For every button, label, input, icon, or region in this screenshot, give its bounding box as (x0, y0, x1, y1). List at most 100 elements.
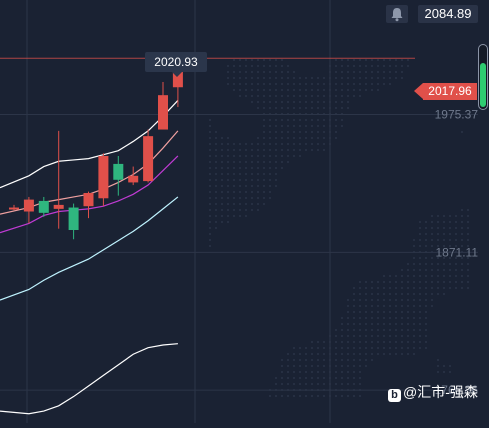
candle-body (9, 207, 19, 210)
map-dot (281, 107, 283, 109)
map-dot (311, 137, 313, 139)
map-dot (245, 191, 247, 193)
map-dot (443, 365, 445, 367)
map-dot (221, 221, 223, 223)
map-dot (359, 323, 361, 325)
map-dot (269, 83, 271, 85)
map-dot (233, 83, 235, 85)
map-dot (287, 107, 289, 109)
map-dot (419, 221, 421, 223)
map-dot (341, 107, 343, 109)
map-dot (281, 359, 283, 361)
map-dot (221, 179, 223, 181)
map-dot (341, 335, 343, 337)
map-dot (395, 305, 397, 307)
map-dot (209, 155, 211, 157)
map-dot (383, 329, 385, 331)
map-dot (377, 311, 379, 313)
map-dot (443, 257, 445, 259)
weibo-logo-icon: b (388, 389, 401, 402)
candle-body (113, 163, 124, 180)
map-dot (443, 269, 445, 271)
map-dot (251, 77, 253, 79)
map-dot (251, 161, 253, 163)
map-dot (461, 287, 463, 289)
map-dot (419, 245, 421, 247)
map-dot (323, 131, 325, 133)
map-dot (365, 341, 367, 343)
map-dot (395, 311, 397, 313)
map-dot (233, 155, 235, 157)
map-dot (257, 167, 259, 169)
map-dot (323, 383, 325, 385)
map-dot (383, 347, 385, 349)
map-dot (269, 167, 271, 169)
candle-body (68, 207, 79, 231)
map-dot (215, 143, 217, 145)
map-dot (365, 311, 367, 313)
map-dot (437, 293, 439, 295)
map-dot (407, 335, 409, 337)
map-dot (275, 101, 277, 103)
map-dot (383, 59, 385, 61)
map-dot (311, 365, 313, 367)
map-dot (287, 65, 289, 67)
map-dot (257, 197, 259, 199)
map-dot (263, 161, 265, 163)
map-dot (311, 359, 313, 361)
map-dot (335, 377, 337, 379)
alert-button[interactable] (386, 5, 408, 23)
map-dot (221, 185, 223, 187)
map-dot (239, 173, 241, 175)
map-dot (389, 83, 391, 85)
map-dot (407, 287, 409, 289)
map-dot (431, 245, 433, 247)
map-dot (443, 275, 445, 277)
map-dot (335, 371, 337, 373)
map-dot (449, 257, 451, 259)
map-dot (305, 107, 307, 109)
map-dot (461, 257, 463, 259)
map-dot (353, 359, 355, 361)
map-dot (413, 275, 415, 277)
map-dot (401, 353, 403, 355)
map-dot (239, 83, 241, 85)
map-dot (281, 101, 283, 103)
map-dot (437, 227, 439, 229)
map-dot (287, 131, 289, 133)
map-dot (365, 323, 367, 325)
map-dot (353, 65, 355, 67)
map-dot (359, 317, 361, 319)
map-dot (269, 131, 271, 133)
map-dot (317, 341, 319, 343)
zoom-slider[interactable] (478, 44, 488, 110)
map-dot (389, 329, 391, 331)
map-dot (233, 203, 235, 205)
map-dot (239, 149, 241, 151)
map-dot (305, 143, 307, 145)
map-dot (227, 197, 229, 199)
map-dot (467, 245, 469, 247)
map-dot (317, 119, 319, 121)
map-dot (341, 65, 343, 67)
map-dot (281, 83, 283, 85)
map-dot (293, 77, 295, 79)
map-dot (389, 335, 391, 337)
map-dot (419, 287, 421, 289)
map-dot (257, 71, 259, 73)
map-dot (209, 125, 211, 127)
map-dot (275, 395, 277, 397)
map-dot (209, 215, 211, 217)
map-dot (233, 161, 235, 163)
map-dot (383, 287, 385, 289)
map-dot (437, 281, 439, 283)
map-dot (275, 167, 277, 169)
map-dot (257, 173, 259, 175)
map-dot (425, 239, 427, 241)
map-dot (275, 83, 277, 85)
map-dot (335, 71, 337, 73)
map-dot (239, 89, 241, 91)
map-dot (425, 341, 427, 343)
map-dot (407, 353, 409, 355)
